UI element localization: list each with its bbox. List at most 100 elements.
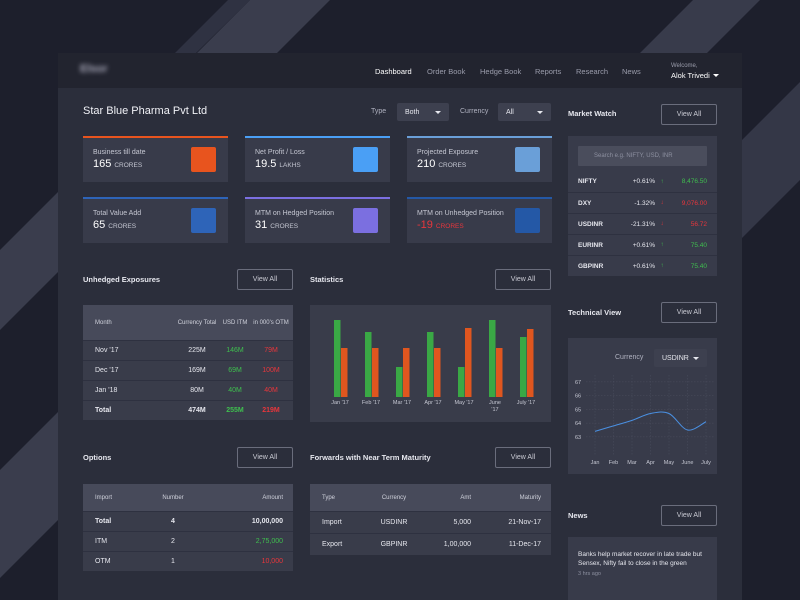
kpi-label: Total Value Add	[93, 210, 142, 217]
cell: 40M	[264, 387, 278, 394]
news-panel: Banks help market recover in late trade …	[568, 537, 717, 600]
cell: 80M	[190, 387, 204, 394]
column-header: Import	[95, 494, 113, 501]
cell: 219M	[262, 407, 280, 414]
chart-panel: Jan '17 Feb '17 Mar '17 Apr '17 May '17 June …	[310, 305, 551, 422]
nav-link[interactable]: News	[622, 67, 641, 76]
kpi-unit: CRORES	[108, 223, 137, 230]
kpi-unit: CRORES	[435, 223, 464, 230]
cell: 21-Nov-17	[508, 519, 541, 526]
section-title: Statistics	[310, 275, 344, 284]
bar	[334, 320, 341, 397]
market-row: EURINR +0.61% ↑ 75.40	[568, 234, 717, 255]
x-tick-label: Feb	[609, 460, 618, 466]
stripe	[640, 0, 760, 53]
nav-link[interactable]: Research	[576, 67, 609, 76]
stripe	[742, 82, 800, 238]
currency-select[interactable]: All	[498, 103, 551, 121]
x-tick-label: Apr	[646, 460, 655, 466]
type-select[interactable]: Both	[397, 103, 449, 121]
cell: USDINR	[380, 519, 408, 526]
market-row: DXY -1.32% ↓ 9,076.00	[568, 192, 717, 213]
y-tick-label: 64	[575, 421, 581, 427]
stripe	[0, 412, 58, 578]
view-all-button[interactable]: View All	[495, 269, 551, 290]
dashboard: Elsor Dashboard Order Book Hedge Book Report…	[58, 53, 742, 600]
view-all-button[interactable]: View All	[237, 269, 293, 290]
trend-arrow: ↑	[660, 178, 664, 185]
view-all-button[interactable]: View All	[661, 302, 717, 323]
column-header: in 000's OTM	[253, 319, 289, 326]
market-row: NIFTY +0.61% ↑ 8,476.50	[568, 171, 717, 192]
bar-chart	[334, 320, 534, 397]
bar	[465, 328, 472, 397]
symbol: DXY	[578, 199, 592, 207]
cell: 10,000	[261, 558, 283, 565]
cell: 100M	[262, 367, 280, 374]
view-all-button[interactable]: View All	[661, 104, 717, 125]
table-row: Nov '17 225M 146M 79M	[83, 340, 293, 360]
nav-link[interactable]: Order Book	[427, 67, 466, 76]
column-header: Currency Total	[177, 319, 217, 326]
cell: Jan '18	[95, 387, 118, 394]
cell: Dec '17	[95, 367, 119, 374]
table-header: Import Number Amount	[83, 484, 293, 511]
x-tick-label: May '17	[454, 400, 474, 406]
stripe	[175, 0, 250, 53]
kpi-icon	[515, 208, 540, 233]
table-row: ITM 2 2,75,000	[83, 531, 293, 551]
kpi-value: -19 CRORES	[417, 219, 464, 231]
price: 75.40	[690, 241, 707, 249]
bar	[403, 348, 410, 397]
technical-panel: Currency USDINR 63 64 65 66 67 Jan Feb Mar Apr May J…	[568, 338, 717, 474]
change: +0.61%	[632, 262, 655, 270]
cell: Export	[322, 541, 343, 548]
cell: 146M	[226, 347, 244, 354]
bar	[496, 348, 503, 397]
cell: 11-Dec-17	[508, 541, 541, 548]
column-header: Currency	[381, 494, 407, 501]
kpi-value: 65 CRORES	[93, 219, 137, 231]
nav-link[interactable]: Hedge Book	[480, 67, 522, 76]
type-label: Type	[371, 108, 387, 115]
cell: 5,000	[453, 519, 471, 526]
section-title: Forwards with Near Term Maturity	[310, 453, 431, 462]
navbar	[58, 53, 742, 88]
kpi-card: MTM on Hedged Position 31 CRORES	[245, 197, 390, 243]
kpi-value: 210 CRORES	[417, 158, 467, 170]
column-header: Type	[322, 494, 336, 501]
column-header: Amount	[262, 494, 283, 501]
cell: Total	[95, 407, 112, 414]
news-time: 3 hrs ago	[578, 571, 601, 577]
news-headline[interactable]: Banks help market recover in late trade …	[578, 551, 702, 567]
kpi-label: Business till date	[93, 149, 146, 156]
y-tick-label: 66	[575, 394, 581, 400]
nav-link[interactable]: Dashboard	[375, 67, 412, 76]
bar	[458, 367, 465, 397]
table-row: Export GBPINR 1,00,000 11-Dec-17	[310, 533, 551, 555]
view-all-button[interactable]: View All	[237, 447, 293, 468]
x-tick-label: Feb '17	[361, 400, 381, 406]
change: -21.31%	[630, 220, 655, 228]
section-title: Technical View	[568, 308, 622, 317]
table-row: Dec '17 169M 69M 100M	[83, 360, 293, 380]
search-input[interactable]: Search e.g. NIFTY, USD, INR	[578, 146, 707, 166]
table: Month Currency Total USD ITM in 000's OTM No…	[83, 305, 293, 420]
trend-arrow: ↓	[660, 221, 664, 227]
user-menu[interactable]: Alok Trivedi	[671, 71, 719, 80]
x-tick-label: May	[664, 460, 675, 466]
trend-arrow: ↓	[660, 200, 664, 206]
caret	[712, 74, 719, 77]
line-chart: 63 64 65 66 67 Jan Feb Mar Apr May June July	[575, 375, 714, 466]
bar	[527, 329, 534, 397]
view-all-button[interactable]: View All	[661, 505, 717, 526]
cell: OTM	[95, 558, 111, 565]
market-panel: Search e.g. NIFTY, USD, INR NIFTY +0.61% ↑ 8…	[568, 136, 717, 276]
column-header: Amt	[460, 494, 471, 501]
bar	[396, 367, 403, 397]
table-header: Month Currency Total USD ITM in 000's OTM	[83, 305, 293, 340]
view-all-button[interactable]: View All	[495, 447, 551, 468]
currency-select[interactable]: USDINR	[654, 349, 707, 367]
nav-link[interactable]: Reports	[535, 67, 562, 76]
